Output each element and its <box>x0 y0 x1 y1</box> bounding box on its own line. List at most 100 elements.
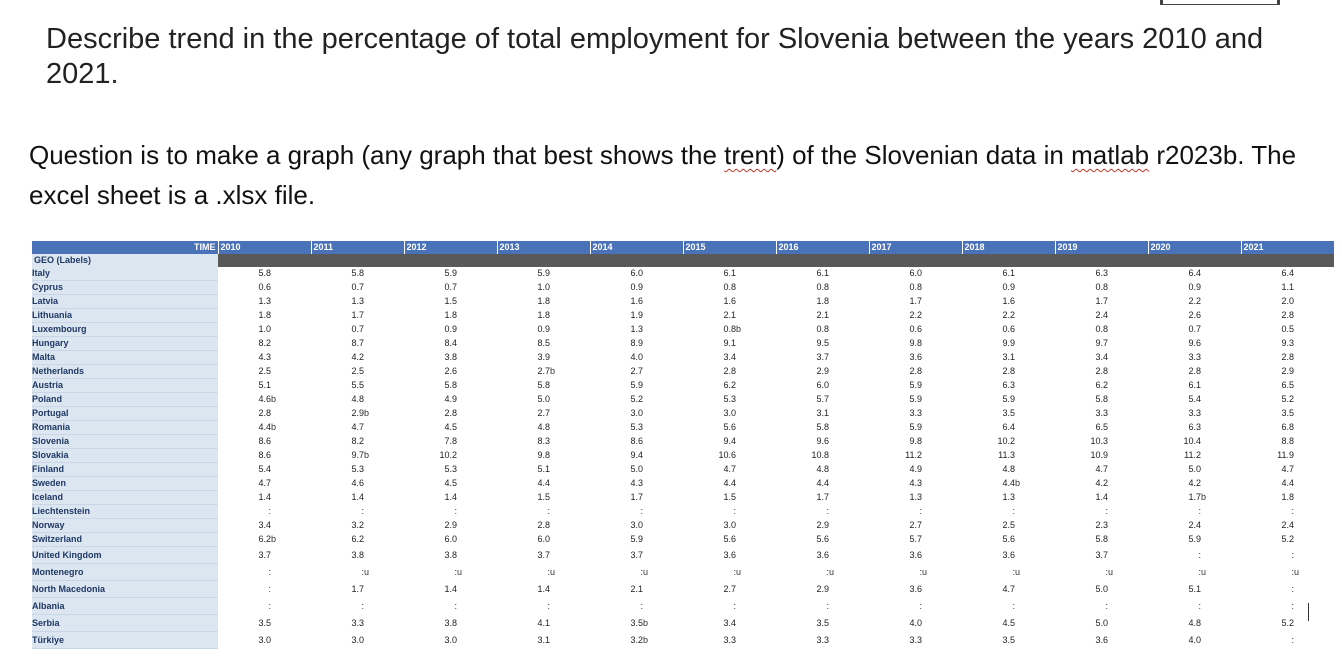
value-cell: 2.9 <box>816 584 829 594</box>
value-cell: 6.4 <box>1188 268 1201 279</box>
flag-cell <box>550 449 590 463</box>
value-cell: : <box>1012 601 1015 611</box>
value-cell: 4.7 <box>351 422 364 432</box>
flag-cell <box>829 365 869 379</box>
value-cell: 4.2 <box>1095 478 1108 488</box>
flag-cell <box>1015 421 1055 435</box>
value-cell: : <box>733 601 736 611</box>
value-cell: 5.2 <box>1281 394 1294 404</box>
flag-cell <box>736 379 776 393</box>
value-cell: 5.6 <box>816 534 829 544</box>
value-cell: 9.4 <box>723 436 736 446</box>
flag-cell <box>1015 615 1055 632</box>
flag-cell <box>271 267 311 281</box>
flag-cell: b <box>271 394 277 404</box>
value-cell: 4.0 <box>630 352 643 362</box>
value-cell: 6.2 <box>1095 380 1108 390</box>
value-cell: 1.9 <box>630 310 643 320</box>
flag-cell <box>829 393 869 407</box>
flag-cell <box>1201 365 1241 379</box>
table-row: Netherlands 2.5 2.5 2.6 2.7 b 2.7 2.8 2.9 2.8 2.8 2… <box>32 364 1334 379</box>
value-cell: 9.7 <box>351 450 364 460</box>
value-cell: 10.2 <box>439 450 457 460</box>
value-cell: : <box>361 506 364 516</box>
value-cell: : <box>826 567 829 577</box>
flag-cell <box>1108 463 1148 477</box>
flag-cell <box>922 463 962 477</box>
flag-cell <box>736 505 776 519</box>
value-cell: 5.3 <box>630 422 643 432</box>
geo-label-row: GEO (Labels) <box>32 254 1334 267</box>
value-cell: 4.0 <box>1188 635 1201 645</box>
flag-cell: b <box>364 408 370 418</box>
flag-cell <box>1015 505 1055 519</box>
flag-cell <box>1015 581 1055 598</box>
flag-cell <box>643 463 683 477</box>
flag-cell <box>922 519 962 533</box>
value-cell: : <box>919 601 922 611</box>
flag-cell <box>643 379 683 393</box>
flag-cell <box>1294 393 1334 407</box>
flag-cell <box>736 615 776 632</box>
value-cell: 10.4 <box>1183 436 1201 446</box>
flag-cell <box>1201 435 1241 449</box>
table-row: Albania:::::::::::: <box>32 597 1334 615</box>
misspelled-word-matlab: matlab <box>1071 140 1150 170</box>
value-cell: 3.1 <box>537 635 550 645</box>
flag-cell: u <box>1294 567 1300 577</box>
corner-bracket-mark <box>1160 0 1280 6</box>
value-cell: : <box>1291 584 1294 594</box>
flag-cell <box>457 615 497 632</box>
table-row: Poland 4.6 b 4.8 4.9 5.0 5.2 5.3 5.7 5.9 5.9 5.8 5.4… <box>32 392 1334 407</box>
flag-cell <box>364 533 404 547</box>
flag-cell: b <box>364 450 370 460</box>
flag-cell <box>643 295 683 309</box>
flag-cell <box>1108 547 1148 564</box>
value-cell: 3.0 <box>630 408 643 418</box>
flag-cell <box>271 309 311 323</box>
table-row: Austria 5.1 5.5 5.8 5.8 5.9 6.2 6.0 5.9 6.3 6.2 6.1… <box>32 378 1334 393</box>
value-cell: 5.0 <box>1095 618 1108 628</box>
value-cell: 2.6 <box>1188 310 1201 320</box>
value-cell: : <box>640 506 643 516</box>
flag-cell <box>457 421 497 435</box>
flag-cell <box>829 281 869 295</box>
flag-cell <box>364 435 404 449</box>
flag-cell <box>1015 379 1055 393</box>
table-row: Malta 4.3 4.2 3.8 3.9 4.0 3.4 3.7 3.6 3.1 3.4 3.3 2.… <box>32 350 1334 365</box>
value-cell: 6.4 <box>1281 268 1294 279</box>
flag-cell <box>364 393 404 407</box>
flag-cell <box>550 547 590 564</box>
value-cell: 5.4 <box>258 464 271 474</box>
value-cell: 1.3 <box>1002 492 1015 502</box>
value-cell: 3.7 <box>816 352 829 362</box>
flag-cell <box>922 491 962 505</box>
flag-cell <box>1108 295 1148 309</box>
employment-table: TIME 2010 2011 2012 2013 2014 2015 2016 2017 2018… <box>32 241 1334 649</box>
value-cell: 1.7 <box>351 310 364 320</box>
year-header: 2018 <box>961 241 1055 254</box>
flag-cell <box>829 323 869 337</box>
value-cell: 2.2 <box>1188 296 1201 306</box>
flag-cell <box>1108 449 1148 463</box>
value-cell: 2.7 <box>909 520 922 530</box>
value-cell: 2.0 <box>1281 296 1294 306</box>
year-header: 2010 <box>217 241 311 254</box>
flag-cell <box>550 505 590 519</box>
value-cell: 0.8 <box>1095 324 1108 334</box>
value-cell: 2.7 <box>630 366 643 376</box>
flag-cell <box>364 281 404 295</box>
flag-cell <box>922 393 962 407</box>
value-cell: 4.4 <box>1281 478 1294 488</box>
flag-cell <box>550 337 590 351</box>
flag-cell <box>1201 505 1241 519</box>
value-cell: 2.8 <box>444 408 457 418</box>
value-cell: 6.0 <box>537 534 550 544</box>
value-cell: 3.7 <box>537 550 550 560</box>
value-cell: 2.9 <box>1281 366 1294 376</box>
flag-cell <box>1015 295 1055 309</box>
table-row: Romania 4.4 b 4.7 4.5 4.8 5.3 5.6 5.8 5.9 6.4 6.5 6.… <box>32 420 1334 435</box>
value-cell: : <box>547 567 550 577</box>
value-cell: 3.0 <box>723 520 736 530</box>
flag-cell <box>1294 632 1334 649</box>
